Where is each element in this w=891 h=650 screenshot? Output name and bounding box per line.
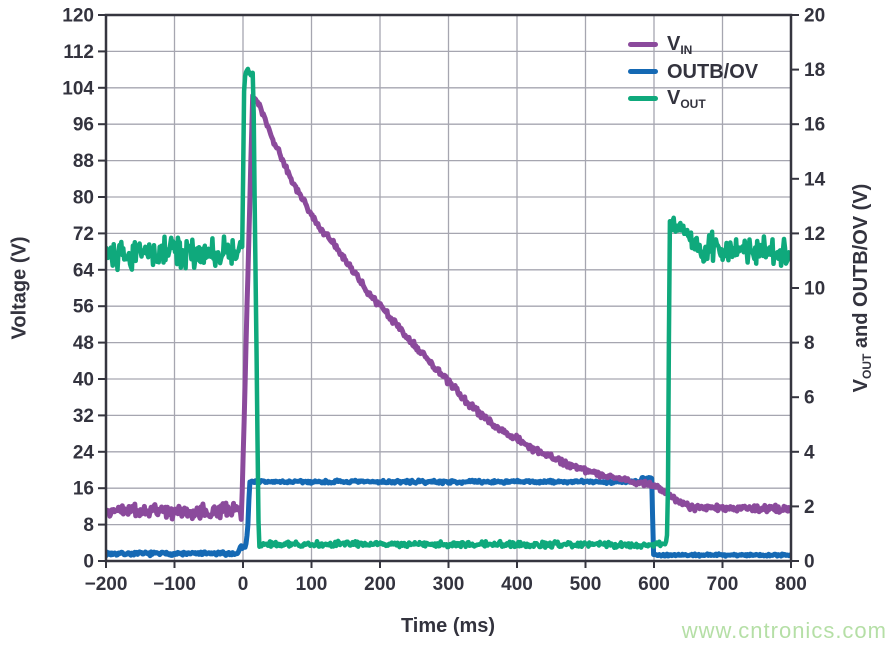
tick-label: 300	[433, 574, 465, 595]
legend-label: VIN	[667, 32, 693, 57]
tick-label: 80	[73, 188, 94, 209]
tick-label: 56	[73, 297, 94, 318]
tick-label: 500	[570, 574, 602, 595]
tick-label: 700	[707, 574, 739, 595]
tick-label: 10	[804, 279, 825, 300]
legend-item-vin: VIN	[628, 31, 758, 58]
tick-label: −100	[153, 574, 196, 595]
legend-swatch	[628, 96, 658, 101]
x-axis-title: Time (ms)	[400, 615, 496, 637]
tick-label: 2	[804, 497, 815, 518]
tick-label: 104	[62, 78, 94, 99]
tick-label: 32	[73, 406, 94, 427]
tick-label: 8	[83, 515, 94, 536]
legend-label: VOUT	[667, 86, 706, 111]
tick-label: 24	[73, 442, 95, 463]
tick-label: 14	[804, 169, 826, 190]
tick-label: 8	[804, 333, 815, 354]
trace-vin	[106, 93, 791, 522]
tick-label: 0	[238, 574, 249, 595]
tick-label: 72	[73, 224, 94, 245]
right-axis-title-part: V	[850, 379, 872, 393]
tick-label: 20	[804, 6, 825, 27]
tick-label: 120	[62, 6, 94, 27]
watermark: www.cntronics.com	[681, 618, 887, 643]
tick-label: 0	[804, 552, 815, 573]
tick-label: 40	[73, 370, 94, 391]
right-axis-title-part: and OUTB/OV (V)	[850, 183, 872, 354]
tick-label: 100	[296, 574, 328, 595]
left-axis-title: Voltage (V)	[8, 236, 31, 340]
tick-label: 48	[73, 333, 94, 354]
tick-label: 800	[775, 574, 807, 595]
tick-label: 16	[73, 479, 94, 500]
tick-label: 400	[501, 574, 533, 595]
right-axis-title-part: OUT	[860, 353, 874, 379]
tick-label: −200	[85, 574, 128, 595]
trace-vout	[106, 66, 791, 551]
legend-item-outb_ov: OUTB/OV	[628, 58, 758, 85]
right-axis-title: VOUT and OUTB/OV (V)	[850, 184, 874, 393]
legend-label: OUTB/OV	[667, 60, 759, 83]
tick-label: 96	[73, 115, 94, 136]
tick-label: 112	[63, 42, 94, 63]
tick-label: 64	[73, 260, 95, 281]
tick-label: 12	[804, 224, 825, 245]
tick-label: 200	[364, 574, 396, 595]
trace-outb_ov	[106, 475, 791, 559]
legend-item-vout: VOUT	[628, 85, 758, 112]
tick-label: 88	[73, 151, 94, 172]
legend-label-subscript: OUT	[680, 96, 706, 111]
tick-label: 6	[804, 388, 815, 409]
legend-swatch	[628, 42, 658, 47]
tick-label: 16	[804, 115, 825, 136]
legend-label-subscript: IN	[680, 42, 693, 57]
tick-label: 4	[804, 442, 815, 463]
legend-swatch	[628, 69, 658, 74]
tick-label: 0	[83, 552, 94, 573]
legend: VIN OUTB/OV VOUT	[628, 31, 758, 112]
tick-label: 18	[804, 60, 825, 81]
tick-label: 600	[638, 574, 670, 595]
